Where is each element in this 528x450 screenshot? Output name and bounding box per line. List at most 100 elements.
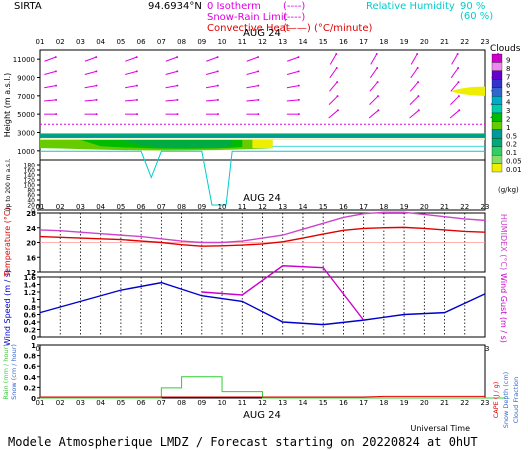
wind-arrow [450, 67, 459, 79]
wind-arrow [125, 70, 137, 75]
wind-arrow-head [336, 95, 339, 98]
temperature-tick-label: 12 [26, 269, 36, 277]
precip-tick-label: 0.4 [24, 374, 37, 382]
wind-arrow [165, 70, 178, 75]
temperature-tick-label: 24 [26, 225, 36, 233]
wind-arrow [125, 56, 137, 62]
wind-tick-label: 1.4 [24, 282, 37, 290]
date-label: AUG 24 [243, 410, 281, 421]
height-tick-label: 1000 [17, 148, 35, 156]
hour-label: 18 [379, 399, 388, 407]
wind-arrow-head [95, 84, 98, 87]
hour-label: 13 [278, 399, 287, 407]
temperature-tick-label: 28 [26, 210, 36, 218]
wind-arrow-head [458, 109, 461, 112]
hour-label: 09 [197, 399, 206, 407]
hour-label: 06 [137, 203, 146, 211]
precip-tick-label: 0 [31, 395, 36, 403]
wind-arrow [84, 99, 97, 102]
wind-arrow-head [375, 52, 378, 55]
precip-tick-label: 0.2 [24, 384, 37, 392]
hour-label: 17 [359, 399, 368, 407]
wind-arrow-head [335, 52, 338, 55]
hour-label: 04 [96, 399, 105, 407]
wind-arrow-head [417, 109, 420, 112]
wind-arrow-head [376, 81, 379, 84]
wind-arrow-head [216, 98, 219, 101]
hour-label: 21 [440, 203, 449, 211]
low-height-tick-label: 40 [27, 198, 35, 205]
hour-label: 13 [278, 38, 287, 46]
wind-arrow [286, 85, 299, 89]
low-height-tick-label: 100 [24, 183, 36, 190]
colorbar-label: 1 [506, 124, 510, 132]
wind-arrow-head [54, 70, 57, 73]
height-tick-label: 3000 [17, 130, 35, 138]
hour-label: 20 [420, 203, 429, 211]
cape-axis-label: CAPE (J / g) [492, 382, 500, 419]
wind-tick-label: 0.2 [24, 327, 37, 335]
colorbar-label: 3 [506, 107, 510, 115]
wind-arrow-head [257, 98, 260, 101]
hour-label: 16 [339, 203, 348, 211]
wind-arrow [84, 56, 97, 62]
wind-arrow [328, 109, 339, 119]
legend-left-sample: (——) (°C/minute) [283, 23, 373, 34]
hour-label: 09 [197, 203, 206, 211]
cloud-fraction-axis-label: Cloud Fraction [512, 377, 520, 424]
low-height-tick-label: 60 [27, 193, 35, 200]
wind-arrow-head [456, 52, 459, 55]
hour-label: 10 [218, 38, 227, 46]
wind-arrow-head [297, 113, 300, 116]
wind-arrow-head [417, 95, 420, 98]
wind-arrow-head [176, 84, 179, 87]
wind-arrow-head [55, 113, 58, 116]
wind-arrow [44, 85, 57, 89]
wind-arrow-head [336, 109, 339, 112]
hour-label: 07 [157, 399, 166, 407]
low-height-tick-label: 140 [24, 173, 36, 180]
hour-label: 22 [460, 203, 469, 211]
x-axis-label: Universal Time [410, 424, 470, 433]
wind-arrow-head [257, 84, 260, 87]
hour-label: 05 [116, 399, 125, 407]
low-height-tick-label: 80 [27, 188, 35, 195]
gust-axis-label: Wind Gust (m / s) [499, 273, 508, 343]
wind-arrow [206, 56, 218, 62]
hour-label: 14 [298, 38, 307, 46]
colorbar-swatch [491, 62, 503, 72]
colorbar-swatch [491, 95, 503, 105]
wind-arrow [369, 95, 379, 106]
legend-rh-name: Relative Humidity [366, 1, 455, 12]
hour-label: 06 [137, 399, 146, 407]
wind-arrow [409, 81, 419, 92]
hour-label: 05 [116, 203, 125, 211]
wind-arrow [165, 99, 178, 102]
wind-tick-label: 0.4 [24, 319, 37, 327]
hour-label: 08 [177, 203, 186, 211]
hour-label: 19 [400, 38, 409, 46]
wind-arrow-head [376, 67, 379, 70]
wind-arrow [84, 85, 97, 89]
colorbar-swatch [491, 146, 503, 156]
wind-arrow [329, 67, 338, 79]
colorbar-swatch [491, 154, 503, 164]
date-label: AUG 24 [243, 28, 281, 39]
date-label: AUG 24 [243, 193, 281, 204]
wind-panel-frame [39, 276, 486, 338]
wind-arrow [246, 56, 259, 62]
wind-arrow-head [216, 56, 219, 59]
colorbar-swatch [491, 129, 503, 139]
colorbar-swatch [491, 79, 503, 88]
legend-left-name: 0 Isotherm [207, 1, 261, 12]
temperature-tick-label: 16 [26, 254, 36, 262]
wind-arrow-head [336, 81, 339, 84]
wind-arrow-head [176, 113, 179, 116]
hour-label: 17 [359, 38, 368, 46]
legend-left-name: Snow-Rain Limit [207, 12, 288, 23]
wind-arrow-head [216, 113, 219, 116]
height-tick-label: 9000 [17, 75, 35, 83]
precip-tick-label: 0.8 [24, 353, 37, 361]
